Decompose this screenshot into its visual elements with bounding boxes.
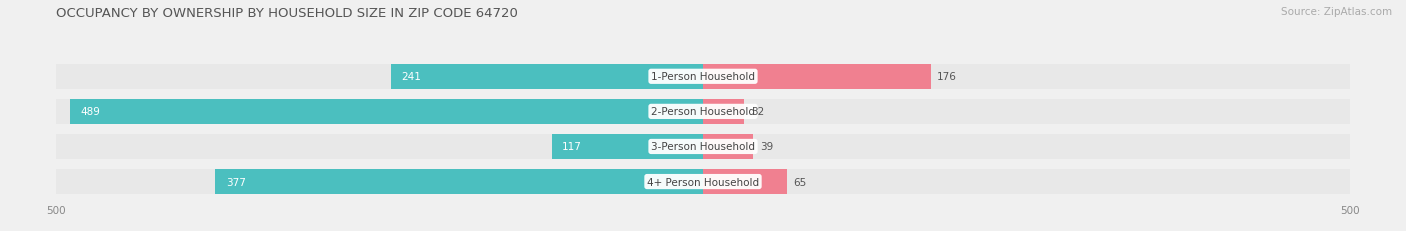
Bar xyxy=(56,134,703,159)
Text: 117: 117 xyxy=(562,142,582,152)
Bar xyxy=(703,64,1350,90)
Bar xyxy=(703,134,754,159)
Text: 65: 65 xyxy=(793,177,807,187)
Text: 4+ Person Household: 4+ Person Household xyxy=(647,177,759,187)
Bar xyxy=(703,169,787,194)
Bar xyxy=(56,99,703,125)
Bar xyxy=(703,169,1350,194)
Text: 377: 377 xyxy=(226,177,246,187)
Bar xyxy=(56,169,703,194)
Bar xyxy=(215,169,703,194)
Bar xyxy=(56,64,703,90)
Text: 1-Person Household: 1-Person Household xyxy=(651,72,755,82)
Text: 3-Person Household: 3-Person Household xyxy=(651,142,755,152)
Text: 2-Person Household: 2-Person Household xyxy=(651,107,755,117)
Bar xyxy=(703,134,1350,159)
Text: OCCUPANCY BY OWNERSHIP BY HOUSEHOLD SIZE IN ZIP CODE 64720: OCCUPANCY BY OWNERSHIP BY HOUSEHOLD SIZE… xyxy=(56,7,519,20)
Bar xyxy=(391,64,703,90)
Text: 32: 32 xyxy=(751,107,763,117)
Text: Source: ZipAtlas.com: Source: ZipAtlas.com xyxy=(1281,7,1392,17)
Text: 176: 176 xyxy=(938,72,957,82)
Text: 39: 39 xyxy=(759,142,773,152)
Text: 489: 489 xyxy=(80,107,101,117)
Bar xyxy=(703,64,931,90)
Text: 241: 241 xyxy=(402,72,422,82)
Bar xyxy=(703,99,1350,125)
Bar xyxy=(70,99,703,125)
Bar xyxy=(703,99,744,125)
Bar xyxy=(551,134,703,159)
